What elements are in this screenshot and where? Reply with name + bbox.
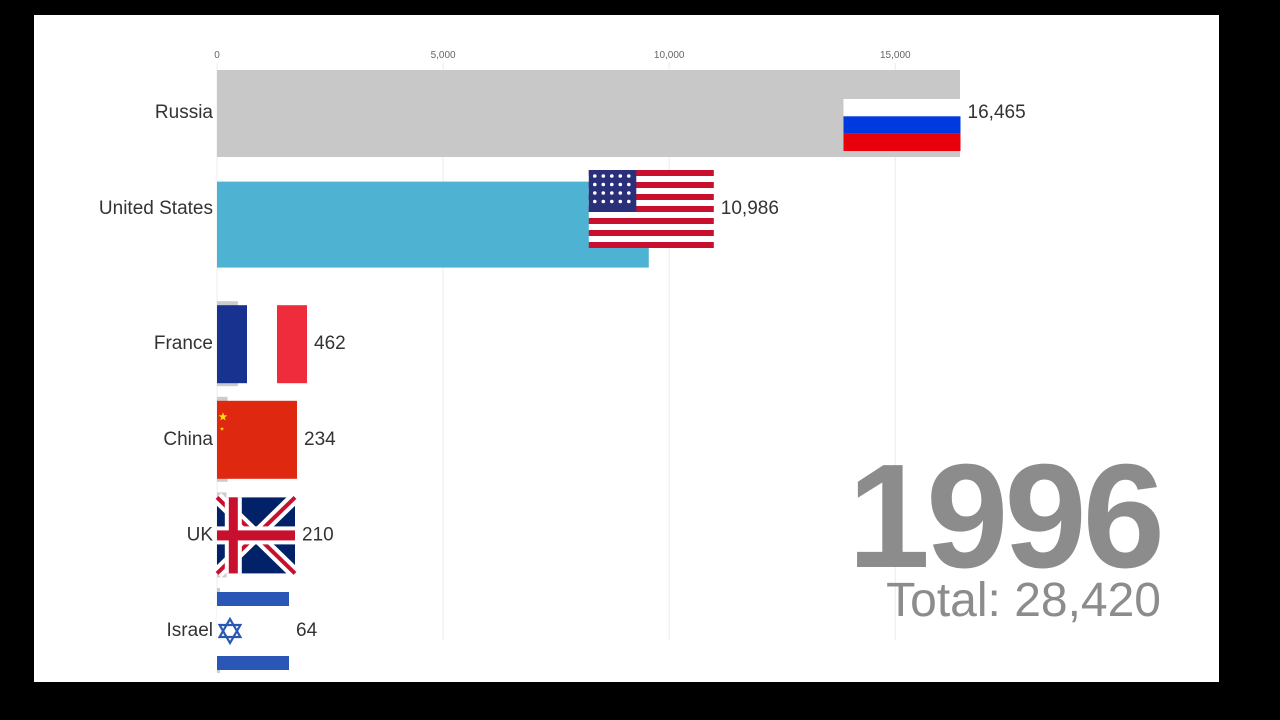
flag-layer (212, 99, 961, 670)
label-layer: 0 5,000 10,000 15,000 Russia 16,465 United Sta… (99, 50, 1026, 641)
category-label: Russia (155, 102, 214, 123)
value-label: 210 (302, 524, 334, 545)
israel-flag (217, 592, 289, 670)
tick-label: 0 (214, 50, 220, 61)
category-label: United States (99, 198, 213, 219)
value-label: 10,986 (721, 198, 779, 219)
uk-flag (212, 493, 300, 578)
value-label: 16,465 (968, 102, 1026, 123)
chart-frame: 0 5,000 10,000 15,000 Russia 16,465 United Sta… (34, 15, 1219, 682)
tick-label: 10,000 (654, 50, 685, 61)
tick-label: 5,000 (431, 50, 456, 61)
france-flag (217, 305, 307, 384)
year-label: 1996 (847, 434, 1165, 599)
category-label: Israel (167, 620, 213, 641)
total-label: Total: 28,420 (886, 574, 1161, 627)
bar-chart: 0 5,000 10,000 15,000 Russia 16,465 United Sta… (99, 50, 1026, 673)
china-flag (217, 400, 297, 479)
category-label: China (163, 429, 213, 450)
category-label: France (154, 333, 213, 354)
russia-flag (843, 99, 961, 151)
bar (217, 70, 960, 157)
bar (217, 181, 649, 268)
tick-label: 15,000 (880, 50, 911, 61)
value-label: 234 (304, 429, 336, 450)
usa-flag (588, 170, 714, 248)
value-label: 64 (296, 620, 318, 641)
category-label: UK (187, 524, 214, 545)
value-label: 462 (314, 333, 346, 354)
